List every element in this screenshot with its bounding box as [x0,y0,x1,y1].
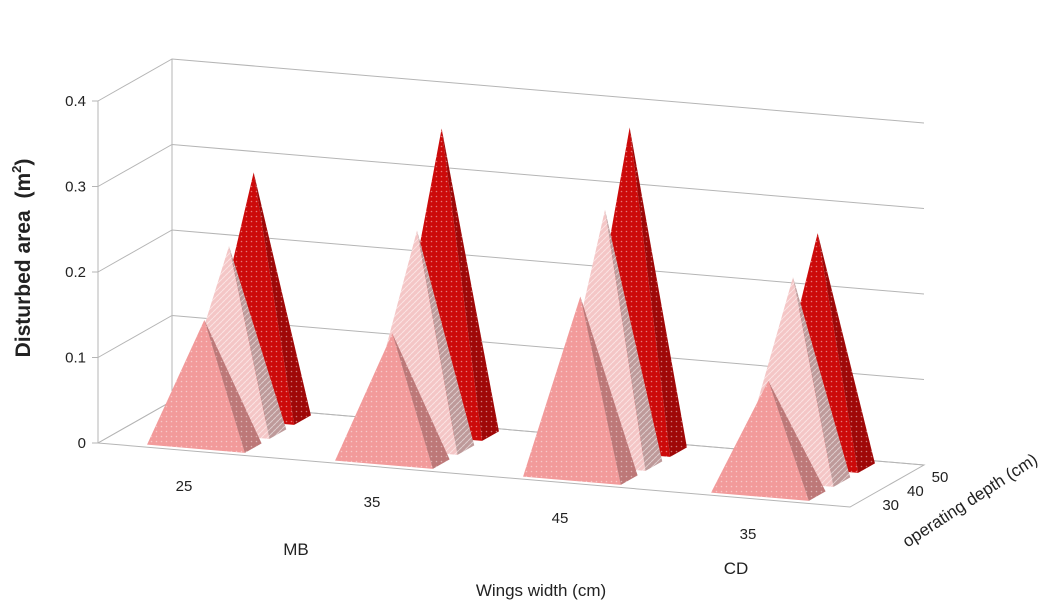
z-tick-label: 40 [907,483,924,500]
pyramid-side-texture [441,128,499,441]
z-tick-label: 30 [882,497,899,514]
y-axis-title-unit: (m [12,173,35,199]
x-group-label: MB [283,540,309,559]
pyramid-bar [711,380,826,501]
x-tick-label: 35 [364,494,381,511]
pyramid-side-texture [580,296,638,485]
pyramid-side-texture [392,333,450,469]
gridline [97,314,925,380]
pyramid-side-texture [817,233,875,473]
x-group-label: CD [724,559,749,578]
pyramid-side-texture [605,209,663,471]
y-tick-label: 0.1 [65,350,86,367]
y-axis-title-main: Disturbed area [12,205,35,358]
pyramid-front-texture [523,296,621,485]
y-tick-label: 0 [78,435,86,452]
y-tick-label: 0.4 [65,93,86,110]
pyramid-side-texture [204,320,262,453]
y-tick-label: 0.2 [65,264,86,281]
pyramid-side-texture [629,127,687,457]
pyramid-bar [335,333,450,469]
gridline [97,143,925,209]
pyramid-front-texture [147,320,245,453]
pyramid-side-texture [417,230,475,455]
y-axis-title-close: ) [12,159,35,166]
pyramid-bar [735,277,851,487]
pyramid-bar [147,320,262,453]
pyramid-bar [523,296,638,485]
y-axis-title: Disturbed area (m2) [9,159,35,358]
gridline [97,229,925,295]
pyramid-side-texture [768,380,826,501]
y-axis-title-sup: 2 [9,166,24,173]
pyramid-front-texture [335,333,433,469]
z-tick-label: 50 [932,469,949,486]
gridline [97,58,925,124]
pyramid-side-texture [793,277,851,487]
y-tick-label: 0.3 [65,179,86,196]
x-tick-label: 25 [176,478,193,495]
x-tick-label: 35 [740,526,757,543]
pyramid-side-texture [229,246,287,439]
axis-labels: 0 0.1 0.2 0.3 0.4 25 35 45 35 MB CD 30 40 50 [65,93,948,578]
gridlines [92,58,926,508]
x-tick-label: 45 [552,510,569,527]
pyramid-front-texture [711,380,809,501]
pyramid-bars [147,127,875,501]
x-axis-title: Wings width (cm) [476,581,606,600]
pyramid-side-texture [253,172,311,425]
